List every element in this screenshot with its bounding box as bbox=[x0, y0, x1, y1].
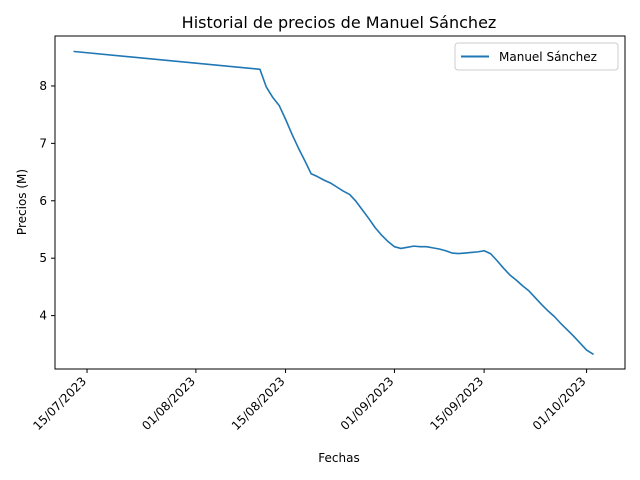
plot-background bbox=[55, 36, 625, 369]
series-layer bbox=[73, 50, 594, 355]
legend: Manuel Sánchez bbox=[454, 42, 619, 71]
y-tick-label: 6 bbox=[39, 194, 47, 208]
chart-title: Historial de precios de Manuel Sánchez bbox=[182, 13, 497, 32]
x-axis-label: Fechas bbox=[318, 451, 359, 465]
y-tick-label: 4 bbox=[39, 309, 47, 323]
legend-entry-label: Manuel Sánchez bbox=[499, 50, 597, 64]
y-tick-label: 7 bbox=[39, 136, 47, 150]
y-tick-label: 8 bbox=[39, 79, 47, 93]
legend-box bbox=[454, 42, 619, 71]
y-axis-label: Precios (M) bbox=[15, 169, 29, 235]
y-tick-label: 5 bbox=[39, 251, 47, 265]
series-line bbox=[73, 50, 594, 355]
y-axis: 4 5 6 7 8 bbox=[39, 79, 55, 323]
plot-frame bbox=[54, 35, 626, 370]
